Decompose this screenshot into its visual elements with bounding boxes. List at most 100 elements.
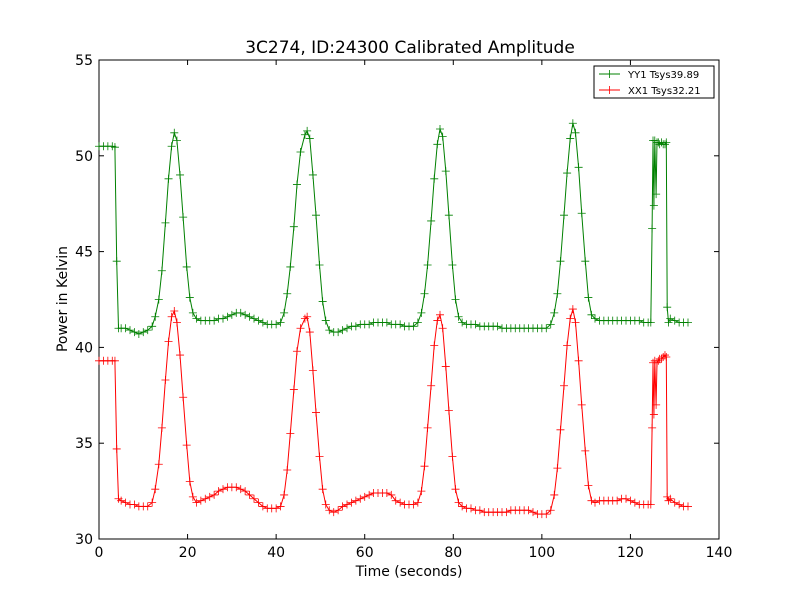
data-point <box>205 492 214 501</box>
data-point <box>587 310 596 319</box>
data-point <box>584 481 593 490</box>
data-point <box>130 500 139 509</box>
data-point <box>112 444 121 453</box>
data-point <box>444 406 453 415</box>
data-point <box>436 124 444 133</box>
data-point <box>444 211 453 220</box>
data-point <box>684 502 692 511</box>
data-point <box>157 266 166 275</box>
data-point <box>666 494 675 503</box>
data-point <box>280 490 289 499</box>
data-point <box>110 143 119 152</box>
data-point <box>164 174 173 183</box>
x-tick-label: 120 <box>617 545 644 561</box>
data-point <box>458 502 467 511</box>
series-yy1 <box>95 119 692 338</box>
data-point <box>396 498 405 507</box>
data-point <box>566 314 575 323</box>
data-point <box>143 326 152 335</box>
data-point <box>648 224 657 233</box>
data-point <box>283 466 292 475</box>
data-point <box>413 318 422 327</box>
data-point <box>151 312 160 321</box>
data-point <box>566 134 575 143</box>
legend-label: XX1 Tsys32.21 <box>628 86 701 97</box>
data-point <box>236 485 245 494</box>
chart-title: 3C274, ID:24300 Calibrated Amplitude <box>245 38 575 58</box>
data-point <box>670 498 679 507</box>
data-point <box>550 308 559 317</box>
data-point <box>438 132 447 141</box>
data-point <box>325 326 334 335</box>
data-point <box>343 500 351 509</box>
x-tick-label: 20 <box>179 545 197 561</box>
data-point <box>577 400 586 409</box>
data-point <box>321 500 330 509</box>
data-point <box>396 320 405 329</box>
data-point <box>391 496 400 505</box>
y-axis-label: Power in Kelvin <box>55 246 71 352</box>
data-point <box>546 506 555 515</box>
data-point <box>542 510 551 519</box>
data-point <box>338 326 347 335</box>
data-point <box>382 318 391 327</box>
data-point <box>176 170 185 179</box>
data-point <box>584 293 593 302</box>
data-point <box>315 452 324 461</box>
data-point <box>161 375 170 384</box>
data-point <box>121 498 130 507</box>
data-point <box>546 320 555 329</box>
data-point <box>550 490 559 499</box>
data-point <box>148 322 157 331</box>
data-point <box>318 297 327 306</box>
data-point <box>417 308 426 317</box>
data-point <box>305 328 314 337</box>
legend-box <box>593 65 715 99</box>
data-point <box>130 328 139 337</box>
ticks-layer: 0 20 40 60 80 100 120 140 30 35 40 45 50 55 <box>75 53 732 561</box>
data-point <box>542 324 551 333</box>
y-tick-label: 30 <box>75 532 93 548</box>
data-point <box>471 320 480 329</box>
data-point <box>556 257 565 266</box>
data-point <box>553 464 562 473</box>
data-point <box>182 441 191 450</box>
data-point <box>245 312 254 321</box>
data-point <box>684 318 692 327</box>
data-point <box>365 490 374 499</box>
data-point <box>387 490 396 499</box>
data-point <box>574 356 583 365</box>
data-point <box>663 303 672 312</box>
data-point <box>182 262 191 271</box>
data-point <box>663 492 672 501</box>
data-point <box>172 318 181 327</box>
data-point <box>167 142 176 151</box>
legend-marker <box>605 70 614 78</box>
data-point <box>441 167 450 176</box>
data-point <box>646 318 655 327</box>
data-point <box>139 328 148 337</box>
data-point <box>441 362 450 371</box>
data-point <box>329 508 338 517</box>
data-point <box>413 498 422 507</box>
x-tick-label: 80 <box>444 545 462 561</box>
data-point <box>170 128 179 137</box>
data-point <box>283 289 292 298</box>
data-point <box>289 222 298 231</box>
data-point <box>148 498 157 507</box>
data-point <box>448 261 457 270</box>
data-point <box>650 136 659 145</box>
data-point <box>654 356 663 365</box>
data-point <box>433 316 442 325</box>
data-point <box>157 423 166 432</box>
series-layer <box>95 119 692 519</box>
data-point <box>467 504 475 513</box>
data-point <box>286 262 295 271</box>
data-point <box>356 494 365 503</box>
data-point <box>250 314 258 323</box>
data-point <box>649 410 658 419</box>
data-point <box>338 502 347 511</box>
x-tick-label: 0 <box>95 545 104 561</box>
data-point <box>574 163 583 172</box>
data-point <box>292 180 301 189</box>
